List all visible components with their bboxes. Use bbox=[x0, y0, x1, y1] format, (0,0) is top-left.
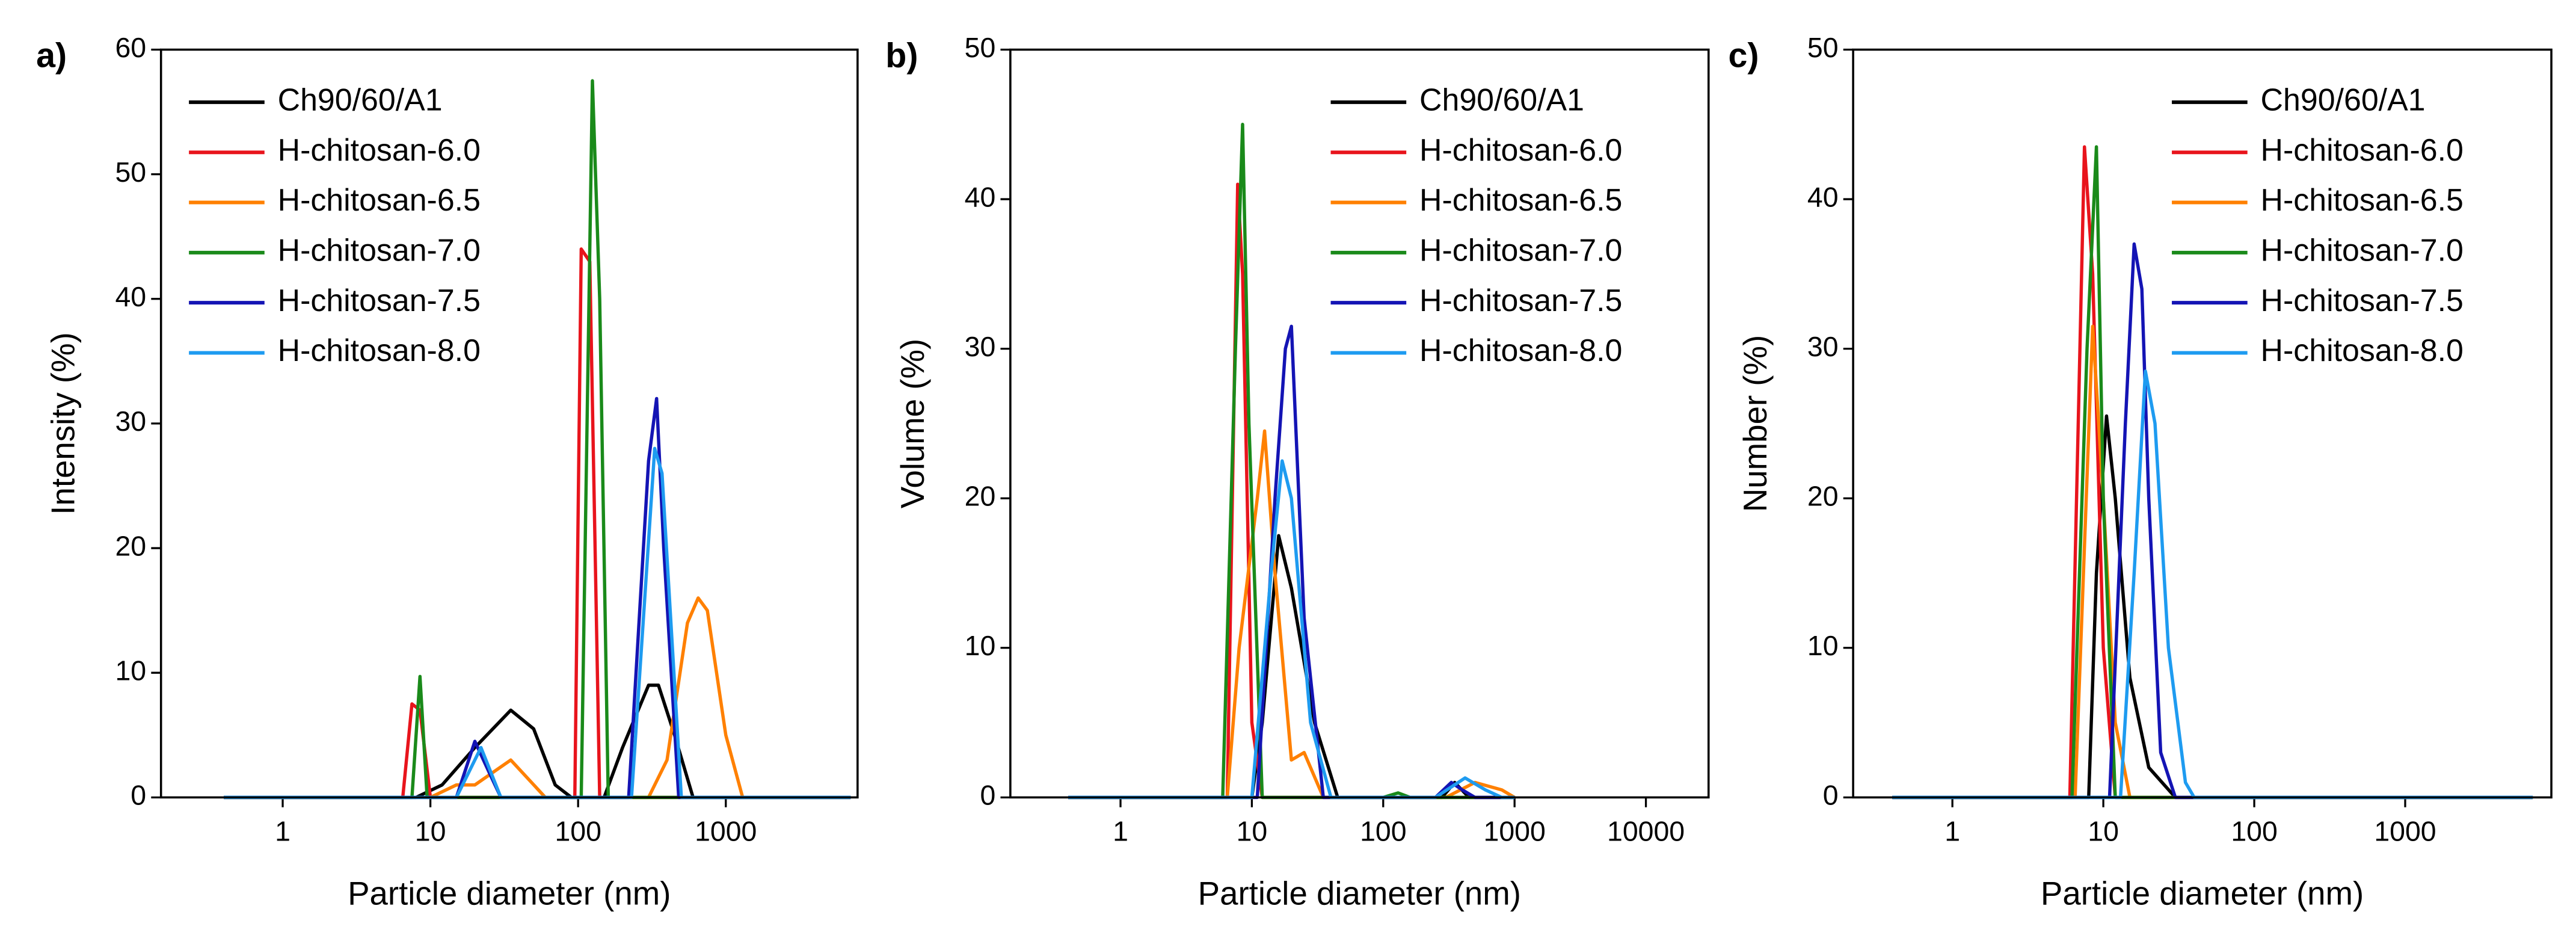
y-tick-label: 40 bbox=[965, 181, 996, 212]
legend-label: H-chitosan-8.0 bbox=[278, 333, 481, 368]
x-tick-label: 1 bbox=[1113, 816, 1128, 847]
x-tick-label: 1 bbox=[275, 816, 290, 847]
plot-frame bbox=[1852, 48, 2553, 799]
y-tick-label: 20 bbox=[1807, 480, 1839, 511]
y-tick-label: 0 bbox=[1823, 780, 1839, 811]
x-tick-label: 1000 bbox=[2374, 816, 2436, 847]
panel-label: b) bbox=[885, 36, 918, 75]
legend-label: H-chitosan-7.5 bbox=[1419, 283, 1622, 318]
y-tick-label: 40 bbox=[1807, 181, 1839, 212]
y-tick-label: 60 bbox=[115, 32, 146, 63]
x-axis-label: Particle diameter (nm) bbox=[1198, 875, 1521, 912]
x-tick-label: 1000 bbox=[1484, 816, 1546, 847]
legend-label: H-chitosan-7.0 bbox=[2261, 233, 2464, 268]
y-tick-label: 30 bbox=[115, 406, 146, 437]
legend-label: H-chitosan-7.5 bbox=[278, 283, 481, 318]
legend-label: H-chitosan-7.5 bbox=[2261, 283, 2464, 318]
y-tick-label: 50 bbox=[115, 156, 146, 188]
legend-label: H-chitosan-7.0 bbox=[278, 233, 481, 268]
series-line bbox=[224, 596, 851, 800]
y-tick-label: 50 bbox=[1807, 32, 1839, 63]
series-line bbox=[224, 683, 851, 800]
x-tick-label: 10 bbox=[415, 816, 446, 847]
x-axis-label: Particle diameter (nm) bbox=[2041, 875, 2364, 912]
legend-label: H-chitosan-6.0 bbox=[2261, 132, 2464, 167]
legend-label: H-chitosan-6.5 bbox=[2261, 182, 2464, 217]
y-tick-label: 10 bbox=[965, 630, 996, 661]
x-tick-label: 100 bbox=[555, 816, 601, 847]
plot-frame bbox=[1009, 48, 1710, 799]
series-line bbox=[1892, 324, 2533, 800]
legend-label: H-chitosan-6.0 bbox=[1419, 132, 1622, 167]
series-line bbox=[224, 247, 851, 800]
panel-label: a) bbox=[36, 36, 67, 75]
y-axis-label: Volume (%) bbox=[894, 339, 931, 508]
series-line bbox=[1068, 459, 1515, 800]
x-tick-label: 1000 bbox=[695, 816, 757, 847]
series-line bbox=[1892, 414, 2533, 800]
legend-label: H-chitosan-6.5 bbox=[1419, 182, 1622, 217]
series-line bbox=[1068, 123, 1515, 800]
legend-label: Ch90/60/A1 bbox=[278, 82, 443, 117]
y-axis-label: Intensity (%) bbox=[45, 332, 82, 515]
series-line bbox=[1068, 324, 1515, 800]
x-tick-label: 10 bbox=[2088, 816, 2119, 847]
panel-label: c) bbox=[1729, 36, 1759, 75]
series-line bbox=[224, 446, 851, 800]
y-tick-label: 0 bbox=[980, 780, 995, 811]
x-axis-label: Particle diameter (nm) bbox=[348, 875, 671, 912]
legend-label: Ch90/60/A1 bbox=[2261, 82, 2426, 117]
y-tick-label: 40 bbox=[115, 281, 146, 312]
y-tick-label: 30 bbox=[965, 331, 996, 362]
x-tick-label: 1 bbox=[1944, 816, 1960, 847]
legend-label: H-chitosan-8.0 bbox=[2261, 333, 2464, 368]
x-tick-label: 10 bbox=[1237, 816, 1268, 847]
y-tick-label: 20 bbox=[965, 480, 996, 511]
y-tick-label: 50 bbox=[965, 32, 996, 63]
y-tick-label: 20 bbox=[115, 530, 146, 561]
y-axis-label: Number (%) bbox=[1737, 335, 1774, 512]
x-tick-label: 100 bbox=[1360, 816, 1406, 847]
y-tick-label: 10 bbox=[115, 655, 146, 686]
x-tick-label: 100 bbox=[2231, 816, 2277, 847]
legend-label: H-chitosan-6.0 bbox=[278, 132, 481, 167]
legend-label: H-chitosan-6.5 bbox=[278, 182, 481, 217]
legend-label: H-chitosan-7.0 bbox=[1419, 233, 1622, 268]
series-line bbox=[1068, 182, 1515, 800]
y-tick-label: 10 bbox=[1807, 630, 1839, 661]
series-line bbox=[1892, 369, 2533, 800]
plot-frame bbox=[159, 48, 859, 799]
y-tick-label: 0 bbox=[131, 780, 146, 811]
y-tick-label: 30 bbox=[1807, 331, 1839, 362]
x-tick-label: 10000 bbox=[1607, 816, 1685, 847]
legend-label: H-chitosan-8.0 bbox=[1419, 333, 1622, 368]
legend-label: Ch90/60/A1 bbox=[1419, 82, 1584, 117]
series-line bbox=[1892, 242, 2533, 800]
series-line bbox=[1068, 429, 1516, 800]
